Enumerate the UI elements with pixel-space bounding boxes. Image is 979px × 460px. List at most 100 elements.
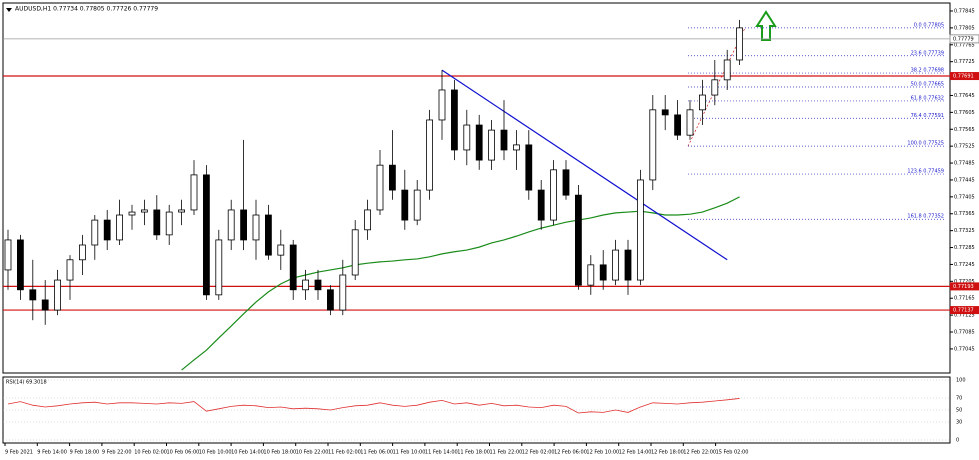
x-tick-label: 10 Feb 22:00 [296, 450, 329, 456]
y-tick-label: 0.77445 [954, 177, 975, 183]
price-panel [2, 2, 951, 374]
menu-triangle [6, 8, 12, 12]
candle-body [289, 244, 297, 291]
fib-label: 161.8 0.77352 [907, 214, 944, 220]
candle-body [575, 194, 582, 286]
candle-body [128, 211, 136, 216]
y-tick-label: 0.77845 [954, 8, 975, 14]
x-tick-label: 10 Feb 02:00 [134, 450, 167, 456]
candle-body [699, 94, 706, 111]
candle-body [637, 179, 644, 281]
moving-average [181, 196, 740, 371]
candle-body [79, 244, 86, 261]
current-price-box [949, 34, 979, 44]
candle-body [587, 264, 595, 286]
y-tick-label: 0.77725 [954, 59, 975, 65]
candle-body [103, 219, 111, 241]
x-tick-label: 11 Feb 10:00 [393, 450, 426, 456]
x-tick-label: 12 Feb 18:00 [651, 450, 684, 456]
candle-body [140, 209, 148, 213]
candle-body [599, 264, 607, 281]
x-tick-label: 11 Feb 22:00 [490, 450, 523, 456]
y-tick-label: 0.77285 [954, 245, 975, 251]
x-tick-label: 9 Feb 14:00 [37, 450, 67, 456]
candle-body [165, 211, 173, 236]
y-tick-label: 0.77485 [954, 161, 975, 167]
x-tick-label: 9 Feb 18:00 [70, 450, 100, 456]
x-tick-label: 12 Feb 06:00 [554, 450, 587, 456]
candle-body [314, 279, 322, 291]
candle-body [153, 209, 161, 236]
chart-title: AUDUSD,H1 0.77734 0.77805 0.77726 0.7777… [15, 6, 158, 13]
y-tick-label: 0.77165 [954, 296, 975, 302]
x-tick-label: 11 Feb 14:00 [425, 450, 458, 456]
candle-body [612, 249, 619, 281]
trendline [441, 69, 728, 261]
candle-body [252, 214, 260, 241]
candle-body [513, 144, 520, 151]
candle-body [525, 144, 533, 191]
candle-body [723, 59, 731, 81]
candle-body [537, 189, 545, 221]
candle-body [202, 174, 210, 296]
candle-body [54, 279, 61, 311]
candle-body [326, 289, 334, 311]
y-tick-label: 0.77805 [954, 25, 975, 31]
level-box [950, 306, 979, 315]
x-tick-label: 9 Feb 2021 [5, 450, 33, 456]
candle-body [29, 289, 37, 301]
y-tick-label: 0.77565 [954, 127, 975, 133]
candle-body [41, 299, 49, 311]
candle-body [351, 229, 359, 276]
fib-label: 0.0 0.77805 [914, 22, 944, 28]
x-tick-label: 12 Feb 10:00 [586, 450, 619, 456]
candle-body [711, 79, 719, 96]
candle-body [624, 249, 632, 281]
candle-body [488, 129, 496, 161]
candle-body [178, 209, 186, 213]
candle-body [66, 259, 74, 281]
candle-body [364, 209, 372, 231]
y-tick-label: 0.77325 [954, 228, 975, 234]
candle-body [736, 27, 743, 61]
candle-body [277, 244, 285, 256]
current-price-label: 0.77779 [953, 36, 974, 42]
candle-body [190, 174, 198, 211]
candle-body [339, 274, 347, 311]
candle-body [438, 89, 446, 121]
rsi-line [7, 398, 740, 414]
rsi-tick-label: 100 [956, 378, 966, 384]
y-tick-label: 0.77045 [954, 346, 975, 352]
fib-label: 123.6 0.77459 [907, 169, 944, 175]
candle-body [500, 129, 508, 151]
fib-label: 76.4 0.77591 [911, 113, 944, 119]
rsi-tick-label: 70 [956, 396, 962, 402]
rsi-tick-label: 50 [956, 408, 962, 414]
x-tick-label: 11 Feb 02:00 [328, 450, 361, 456]
y-tick-label: 0.77365 [954, 211, 975, 217]
rsi-tick-label: 30 [956, 420, 962, 426]
y-tick-label: 0.77125 [954, 313, 975, 319]
fib-label: 50.0 0.77665 [911, 82, 944, 88]
candle-body [475, 124, 483, 161]
candle-body [413, 189, 421, 221]
candle-body [686, 109, 694, 136]
level-box [950, 282, 979, 291]
candle-body [401, 189, 409, 221]
y-tick-label: 0.77405 [954, 194, 975, 200]
y-tick-label: 0.77205 [954, 279, 975, 285]
y-tick-label: 0.77645 [954, 93, 975, 99]
candle-body [463, 124, 471, 151]
candle-body [562, 169, 570, 196]
rsi-tick-label: 0 [956, 438, 959, 444]
candle-body [91, 219, 99, 246]
candle-body [388, 164, 396, 191]
fib-label: 23.6 0.77739 [911, 50, 944, 56]
x-tick-label: 15 Feb 02:00 [716, 450, 749, 456]
x-tick-label: 11 Feb 06:00 [360, 450, 393, 456]
level-label: 0.77691 [953, 74, 974, 80]
y-tick-label: 0.77765 [954, 42, 975, 48]
fib-label: 38.2 0.77698 [911, 68, 944, 74]
candle-body [426, 119, 434, 191]
